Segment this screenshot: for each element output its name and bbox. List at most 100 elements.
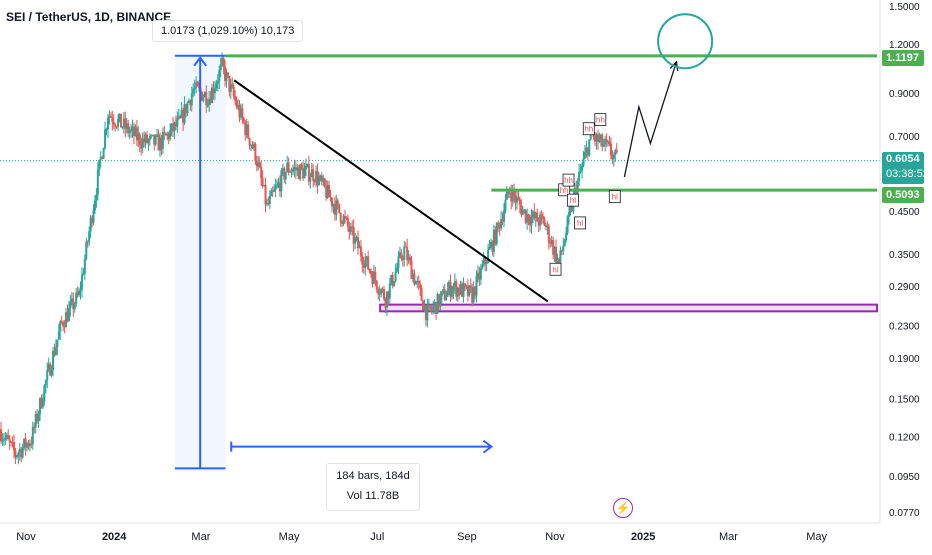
candle-body [114, 124, 117, 127]
measure-change-label: 1.0173 (1,029.10%) 10,173 [152, 20, 304, 42]
marker-box [566, 193, 579, 207]
y-tick-label: 0.4500 [889, 207, 920, 218]
candle-body [492, 229, 495, 252]
replay-lightning-button[interactable]: ⚡ [613, 498, 633, 518]
candle-body [131, 126, 134, 130]
candle-body [294, 167, 297, 171]
candle-body [237, 105, 240, 108]
candle-body [608, 141, 611, 144]
candle-body [63, 326, 66, 328]
candle-body [307, 164, 310, 182]
candle-body [378, 293, 381, 295]
higher-high-marker: hh [594, 113, 607, 127]
candle-body [27, 443, 30, 447]
candle-body [550, 240, 553, 244]
candle-body [440, 291, 443, 297]
candle-body [391, 275, 394, 286]
candle-body [211, 87, 214, 103]
candle-body [85, 241, 88, 259]
candle-body [476, 272, 479, 276]
candle-body [432, 306, 435, 311]
candle-body [273, 189, 276, 192]
candle-body [566, 216, 569, 234]
candle-body [336, 200, 339, 204]
candle-body [437, 294, 440, 307]
candle-body [229, 84, 232, 92]
measure-volume-label: Vol 11.78B [346, 490, 400, 502]
higher-low-marker: hl [566, 193, 579, 207]
candle-body [304, 166, 307, 170]
candle-body [13, 442, 16, 451]
candle-body [186, 102, 189, 114]
candle-body [306, 164, 309, 167]
marker-label: hh [584, 125, 593, 134]
candle-body [523, 209, 526, 211]
candle-body [257, 162, 260, 167]
candle-body [252, 143, 255, 149]
candle-body [355, 237, 358, 239]
candle-body [41, 401, 44, 408]
candle-body [488, 246, 491, 251]
candle-body [465, 285, 468, 287]
candle-body [147, 140, 150, 143]
candle-body [423, 305, 426, 311]
candle-body [99, 157, 102, 160]
candle-body [241, 108, 244, 119]
candle-body [200, 91, 203, 101]
candle-body [316, 171, 319, 185]
last-price-value: 0.6054 [886, 153, 920, 165]
candle-body [374, 271, 377, 281]
candle-body [69, 302, 72, 309]
candle-body [472, 286, 475, 303]
candle-body [310, 169, 313, 178]
candle-body [531, 211, 534, 217]
candle-body [569, 206, 572, 212]
candle-body [592, 135, 595, 137]
candle-body [108, 115, 111, 118]
candle-body [333, 204, 336, 215]
candle-body [291, 169, 294, 172]
candle-body [453, 281, 456, 287]
candle-body [221, 58, 224, 65]
marker-box [608, 190, 621, 204]
candle-body [164, 133, 167, 136]
candle-body [293, 167, 296, 170]
candle-body [484, 258, 487, 264]
marker-box [562, 173, 575, 187]
x-tick-label: Sep [457, 531, 477, 543]
candle-body [254, 143, 257, 162]
candle-body [11, 441, 14, 443]
candle-body [137, 134, 140, 141]
candle-body [43, 385, 46, 402]
candle-body [365, 256, 368, 261]
marker-box [582, 122, 595, 136]
candle-body [319, 175, 322, 179]
candle-body [95, 194, 98, 201]
candle-body [134, 127, 137, 136]
y-tick-label: 0.2300 [889, 322, 920, 333]
candle-body [180, 110, 183, 118]
candle-body [185, 104, 188, 114]
candle-body [514, 196, 517, 203]
candle-body [150, 135, 153, 137]
candle-body [52, 350, 55, 371]
higher-high-marker: hh [582, 122, 595, 136]
candle-body [235, 100, 238, 108]
candle-body [427, 304, 430, 307]
candle-body [160, 137, 163, 149]
y-tick-label: 0.3500 [889, 250, 920, 261]
candle-body [544, 225, 547, 228]
candle-body [375, 280, 378, 290]
candle-body [518, 199, 521, 206]
candle-body [128, 131, 131, 133]
bar-countdown: 03:38:52 [886, 168, 929, 180]
candle-body [57, 331, 60, 340]
candle-body [364, 260, 367, 268]
candle-body [92, 210, 95, 223]
candle-body [612, 154, 615, 159]
candle-body [446, 289, 449, 297]
candle-body [383, 289, 386, 300]
candle-body [50, 370, 53, 376]
